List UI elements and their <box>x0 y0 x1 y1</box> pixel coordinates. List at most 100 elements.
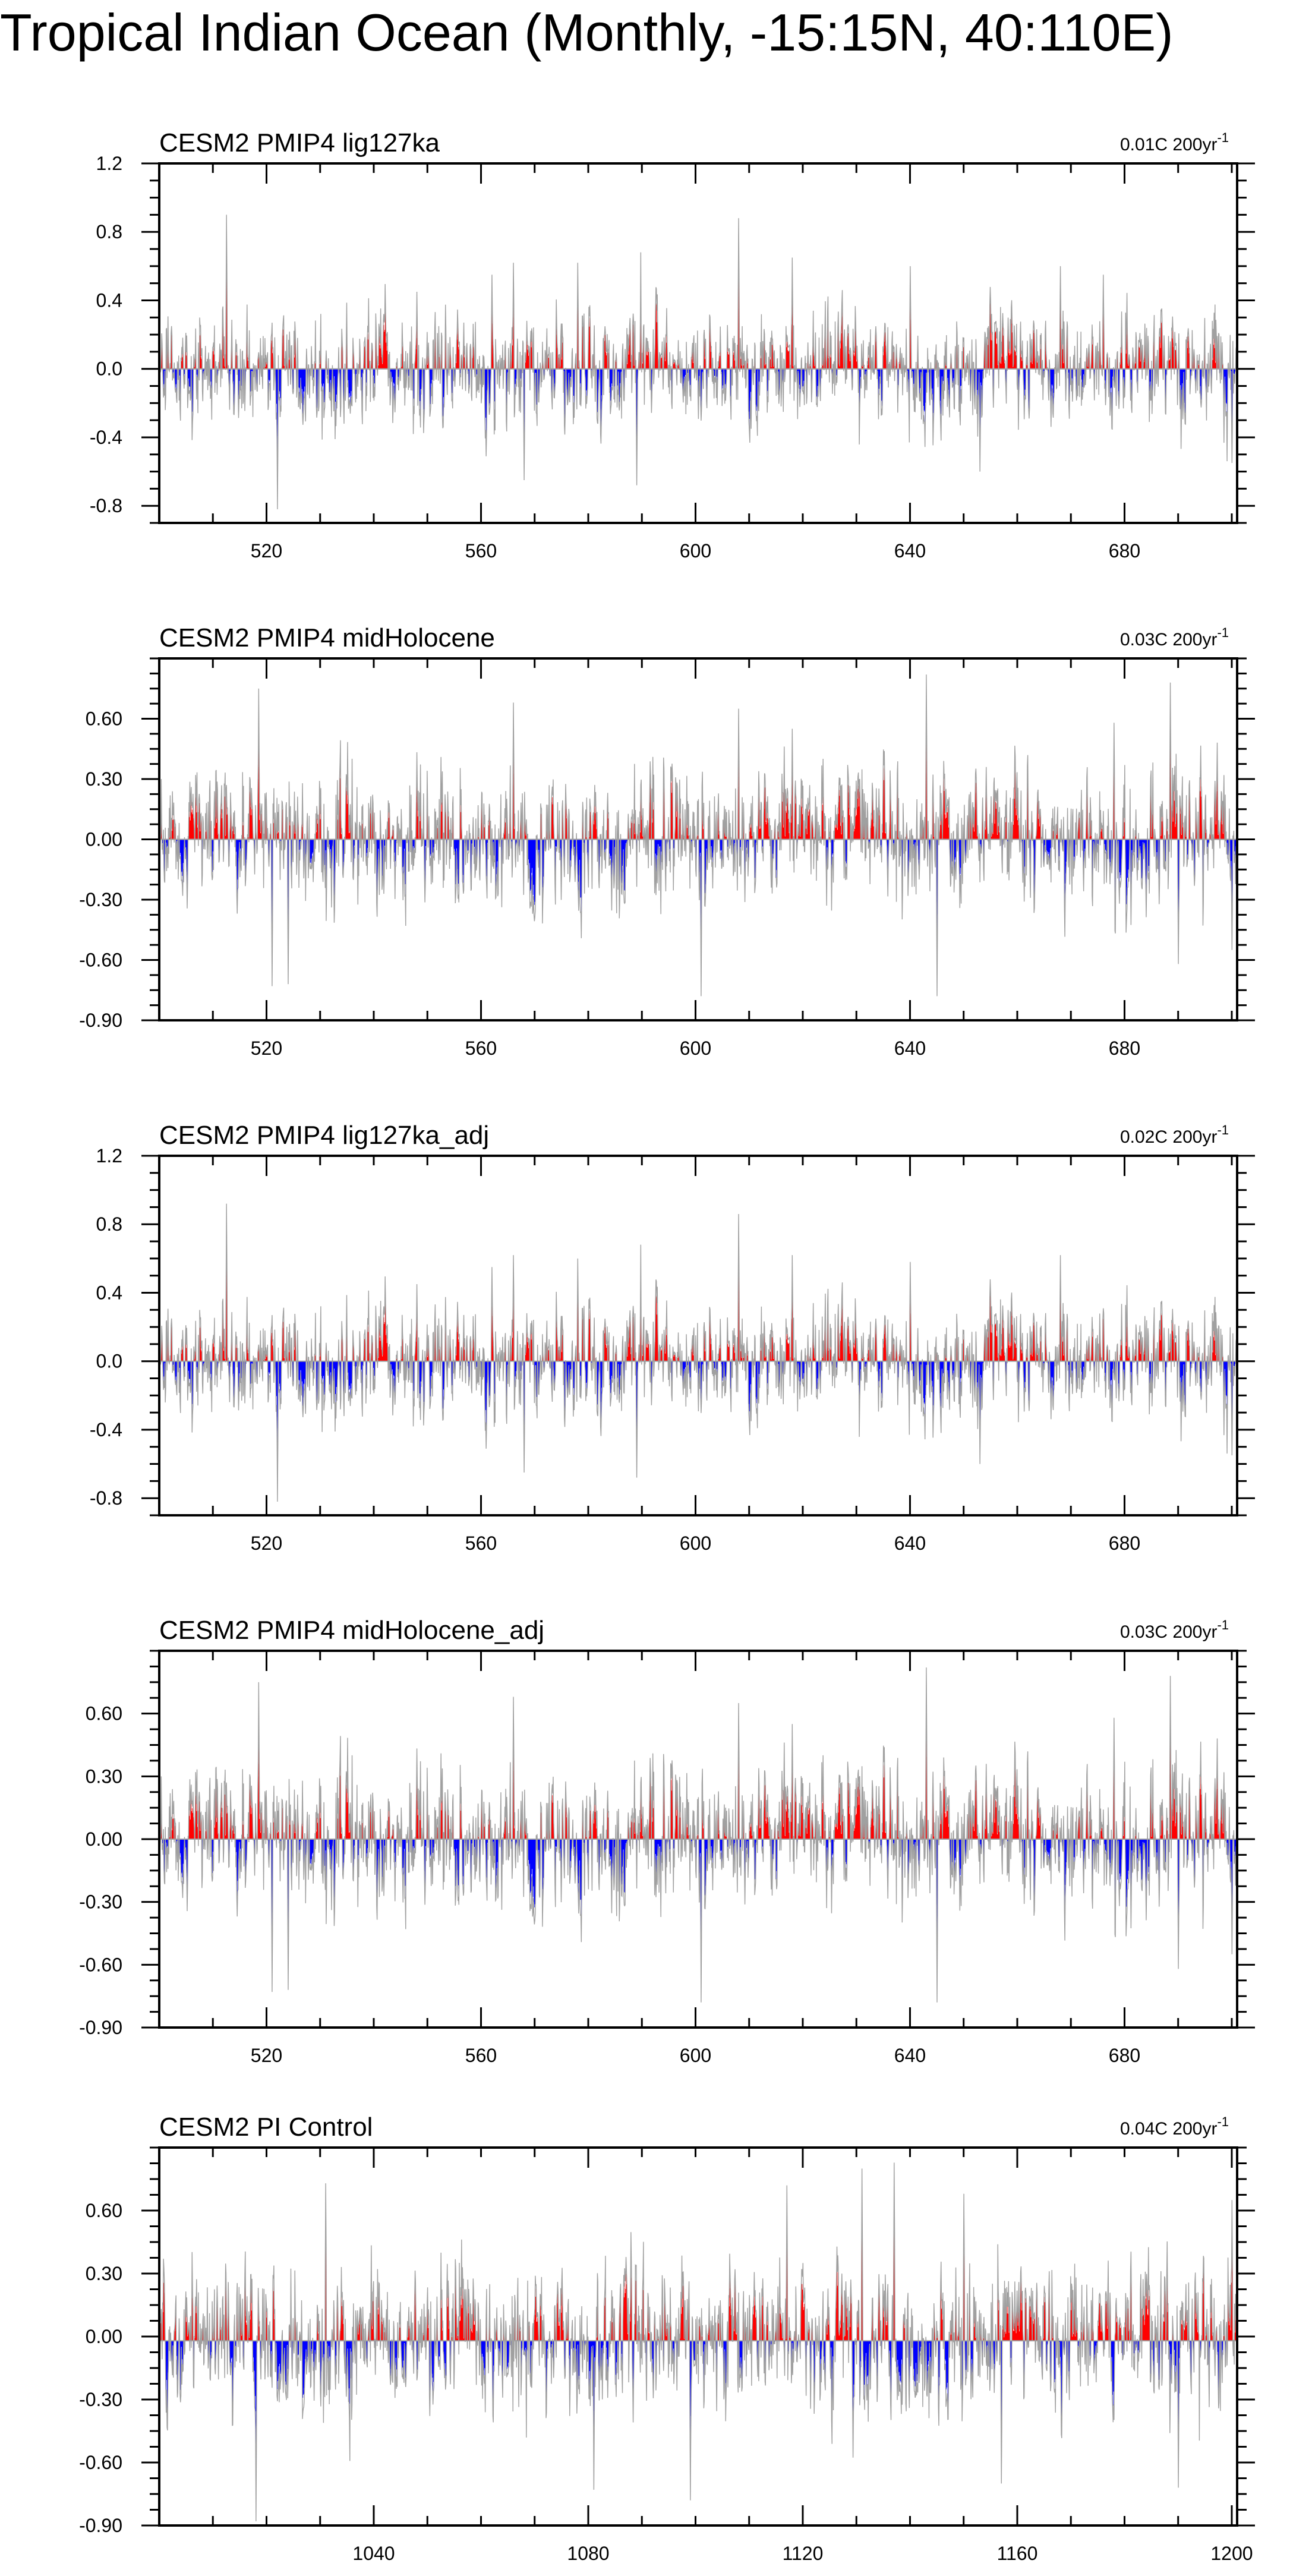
trend-value: 0.02C 200yr <box>1120 1127 1217 1147</box>
y-tick-label: 0.60 <box>86 2200 122 2221</box>
trend-exponent: -1 <box>1217 1618 1229 1632</box>
x-tick-label: 640 <box>894 540 926 562</box>
y-tick-label: 0.00 <box>86 829 122 850</box>
y-tick-label: 0.0 <box>96 1351 122 1372</box>
x-tick-label: 520 <box>251 2045 282 2066</box>
y-tick-label: 0.30 <box>86 768 122 790</box>
y-tick-label: 0.30 <box>86 2263 122 2284</box>
x-tick-label: 1080 <box>567 2543 609 2564</box>
axis-ticks <box>141 162 1255 524</box>
anomaly-series-line <box>159 1667 1238 2003</box>
x-tick-label: 640 <box>894 1038 926 1059</box>
y-tick-label: 1.2 <box>96 153 122 174</box>
panel-pi-control: CESM2 PI Control 0.04C 200yr-1 1040 1080… <box>79 2112 1255 2564</box>
trend-exponent: -1 <box>1217 1123 1229 1137</box>
axis-ticks <box>141 1155 1255 1516</box>
panel-title: CESM2 PI Control <box>159 2112 373 2142</box>
y-tick-label: 0.00 <box>86 2326 122 2347</box>
x-tick-label: 680 <box>1109 1533 1140 1554</box>
panel-midholocene: CESM2 PMIP4 midHolocene 0.03C 200yr-1 52… <box>79 623 1255 1059</box>
y-tick-label: 0.8 <box>96 221 122 242</box>
x-tick-label: 560 <box>465 1038 497 1059</box>
y-tick-label: -0.60 <box>79 1954 122 1975</box>
anomaly-series-line <box>159 1203 1238 1502</box>
y-tick-label: -0.90 <box>79 2515 122 2536</box>
x-tick-label: 520 <box>251 1038 282 1059</box>
x-tick-label: 1200 <box>1210 2543 1253 2564</box>
y-tick-label: 0.30 <box>86 1765 122 1787</box>
panel-lig127ka: CESM2 PMIP4 lig127ka 0.01C 200yr-1 520 5… <box>90 128 1255 562</box>
plot-area <box>141 1155 1255 1516</box>
y-tick-label: 0.8 <box>96 1213 122 1235</box>
trend-label: 0.03C 200yr-1 <box>1120 1618 1229 1642</box>
trend-value: 0.01C 200yr <box>1120 135 1217 155</box>
x-tick-label: 600 <box>680 1533 711 1554</box>
x-tick-label: 680 <box>1109 540 1140 562</box>
y-tick-label: -0.30 <box>79 889 122 910</box>
trend-label: 0.01C 200yr-1 <box>1120 130 1229 155</box>
y-tick-labels: 0.60 0.30 0.00 -0.30 -0.60 -0.90 <box>79 2200 122 2536</box>
y-tick-label: 0.0 <box>96 358 122 380</box>
plot-area <box>141 657 1255 1021</box>
x-tick-labels: 1040 1080 1120 1160 1200 <box>352 2543 1253 2564</box>
x-tick-label: 560 <box>465 2045 497 2066</box>
y-tick-labels: 1.2 0.8 0.4 0.0 -0.4 -0.8 <box>90 1145 122 1509</box>
panel-title: CESM2 PMIP4 midHolocene_adj <box>159 1616 544 1645</box>
panel-lig127ka-adj: CESM2 PMIP4 lig127ka_adj 0.02C 200yr-1 5… <box>90 1121 1255 1554</box>
x-tick-label: 520 <box>251 540 282 562</box>
y-tick-label: -0.60 <box>79 2452 122 2473</box>
y-tick-label: 0.60 <box>86 708 122 730</box>
x-tick-label: 1120 <box>783 2543 824 2564</box>
x-tick-labels: 520 560 600 640 680 <box>251 1533 1140 1554</box>
axis-ticks <box>141 2146 1255 2527</box>
bars <box>159 1701 1237 1970</box>
anomaly-series-line <box>159 2162 1238 2521</box>
y-tick-labels: 0.60 0.30 0.00 -0.30 -0.60 -0.90 <box>79 708 122 1032</box>
x-tick-labels: 520 560 600 640 680 <box>251 540 1140 562</box>
anomaly-series-line <box>159 215 1238 509</box>
y-tick-labels: 0.60 0.30 0.00 -0.30 -0.60 -0.90 <box>79 1703 122 2038</box>
trend-exponent: -1 <box>1217 625 1229 640</box>
y-tick-label: -0.8 <box>90 495 122 516</box>
y-tick-label: -0.4 <box>90 1419 122 1440</box>
plot-frame <box>158 162 1238 524</box>
y-tick-label: 0.4 <box>96 1282 122 1303</box>
y-tick-label: 1.2 <box>96 1145 122 1166</box>
panel-title: CESM2 PMIP4 lig127ka <box>159 128 440 157</box>
x-tick-label: 600 <box>680 1038 711 1059</box>
x-tick-label: 1040 <box>352 2543 395 2564</box>
plot-area <box>141 1650 1255 2029</box>
trend-label: 0.03C 200yr-1 <box>1120 625 1229 649</box>
trend-exponent: -1 <box>1217 130 1229 145</box>
x-tick-label: 640 <box>894 1533 926 1554</box>
axis-ticks <box>141 1650 1255 2029</box>
y-tick-label: -0.8 <box>90 1487 122 1509</box>
x-tick-label: 560 <box>465 540 497 562</box>
plot-area <box>141 2146 1255 2527</box>
panel-title: CESM2 PMIP4 lig127ka_adj <box>159 1121 489 1150</box>
bars <box>159 707 1237 965</box>
anomaly-series-line <box>159 674 1238 997</box>
trend-value: 0.03C 200yr <box>1120 630 1217 649</box>
x-tick-label: 640 <box>894 2045 926 2066</box>
x-tick-label: 1160 <box>997 2543 1038 2564</box>
trend-label: 0.04C 200yr-1 <box>1120 2114 1229 2139</box>
y-tick-label: -0.30 <box>79 1891 122 1913</box>
panel-midholocene-adj: CESM2 PMIP4 midHolocene_adj 0.03C 200yr-… <box>79 1616 1255 2066</box>
figure-title: Tropical Indian Ocean (Monthly, -15:15N,… <box>0 3 1174 62</box>
negative-anomaly-bars <box>159 1839 1237 1970</box>
y-tick-label: -0.90 <box>79 2017 122 2038</box>
y-tick-label: 0.4 <box>96 289 122 311</box>
plot-area <box>141 162 1255 524</box>
y-tick-label: -0.30 <box>79 2389 122 2410</box>
negative-anomaly-bars <box>159 839 1237 965</box>
trend-value: 0.03C 200yr <box>1120 1622 1217 1642</box>
x-tick-label: 680 <box>1109 2045 1140 2066</box>
y-tick-label: -0.90 <box>79 1010 122 1031</box>
y-tick-label: -0.60 <box>79 950 122 971</box>
x-tick-label: 680 <box>1109 1038 1140 1059</box>
trend-label: 0.02C 200yr-1 <box>1120 1123 1229 1147</box>
panel-title: CESM2 PMIP4 midHolocene <box>159 623 495 652</box>
x-tick-labels: 520 560 600 640 680 <box>251 1038 1140 1059</box>
